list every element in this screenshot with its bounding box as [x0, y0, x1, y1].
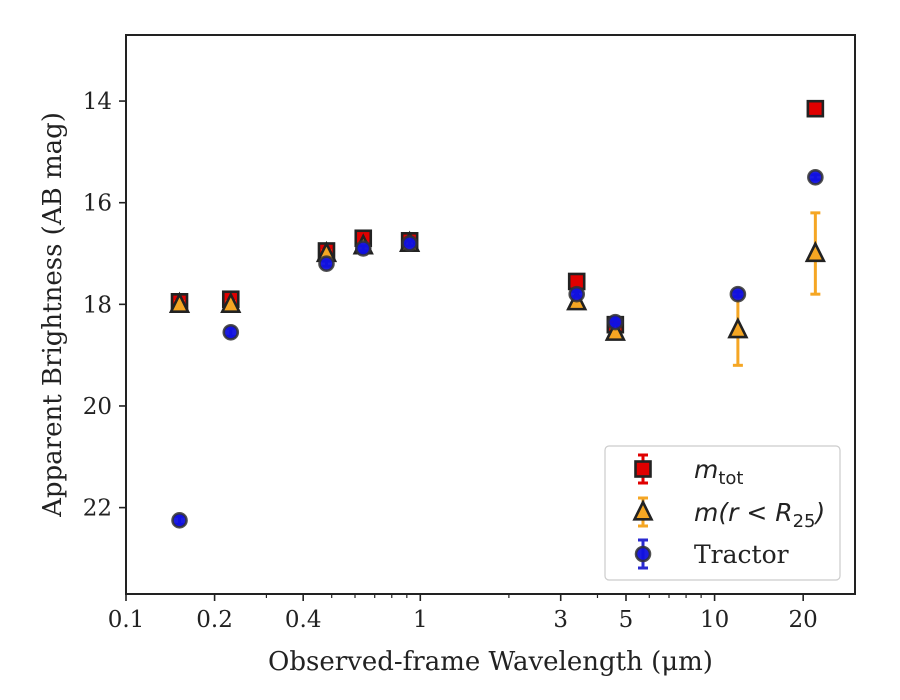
y-tick-label: 16	[83, 191, 112, 217]
y-axis-title: Apparent Brightness (AB mag)	[38, 112, 68, 518]
legend-label: Tractor	[694, 540, 789, 569]
legend-marker-triangle	[632, 499, 654, 521]
x-tick-label: 0.4	[285, 607, 322, 633]
x-tick-label: 0.1	[108, 607, 145, 633]
data-point-circle	[807, 168, 824, 186]
legend-label-subscript: 25	[793, 511, 816, 532]
data-marks	[168, 99, 826, 529]
legend-box	[604, 445, 841, 581]
x-tick-label: 10	[700, 607, 729, 633]
data-point-circle	[729, 285, 747, 303]
data-point-triangle	[804, 240, 826, 263]
x-tick-label: 3	[553, 607, 568, 633]
data-point-circle	[568, 285, 586, 303]
legend-label-subscript: tot	[718, 468, 743, 489]
series-circle	[171, 168, 824, 529]
data-point-triangle	[604, 319, 626, 341]
legend-marker-square	[634, 460, 652, 478]
data-point-square	[806, 99, 825, 118]
legend-label: m(r < R25)	[694, 498, 825, 532]
data-point-circle	[222, 323, 240, 341]
data-point-circle	[354, 240, 372, 257]
data-point-circle	[318, 255, 335, 272]
data-point-circle	[171, 512, 188, 529]
axes: 0.1 0.2 0.4 1 3 5 10 20 14 16 18 20 22	[83, 89, 818, 633]
plot-frame	[125, 34, 856, 595]
data-point-triangle	[168, 291, 191, 313]
legend-marker-circle	[634, 545, 652, 563]
y-tick-label: 20	[83, 394, 112, 420]
data-point-triangle	[727, 317, 749, 339]
data-point-circle	[401, 235, 418, 252]
x-tick-label: 20	[789, 607, 818, 633]
y-tick-label: 14	[83, 89, 112, 115]
legend-label-tail: )	[814, 498, 826, 527]
y-tick-label: 22	[83, 496, 112, 522]
y-tick-label: 18	[83, 292, 112, 318]
legend-entry: m(r < R25)	[632, 496, 825, 532]
legend-entry: Tractor	[634, 538, 789, 570]
x-axis-title: Observed-frame Wavelength (μm)	[268, 647, 713, 677]
data-point-triangle	[220, 291, 242, 313]
x-tick-label: 1	[413, 607, 428, 633]
data-point-circle	[607, 313, 624, 331]
x-tick-label: 0.2	[196, 607, 233, 633]
x-tick-label: 5	[619, 607, 634, 633]
